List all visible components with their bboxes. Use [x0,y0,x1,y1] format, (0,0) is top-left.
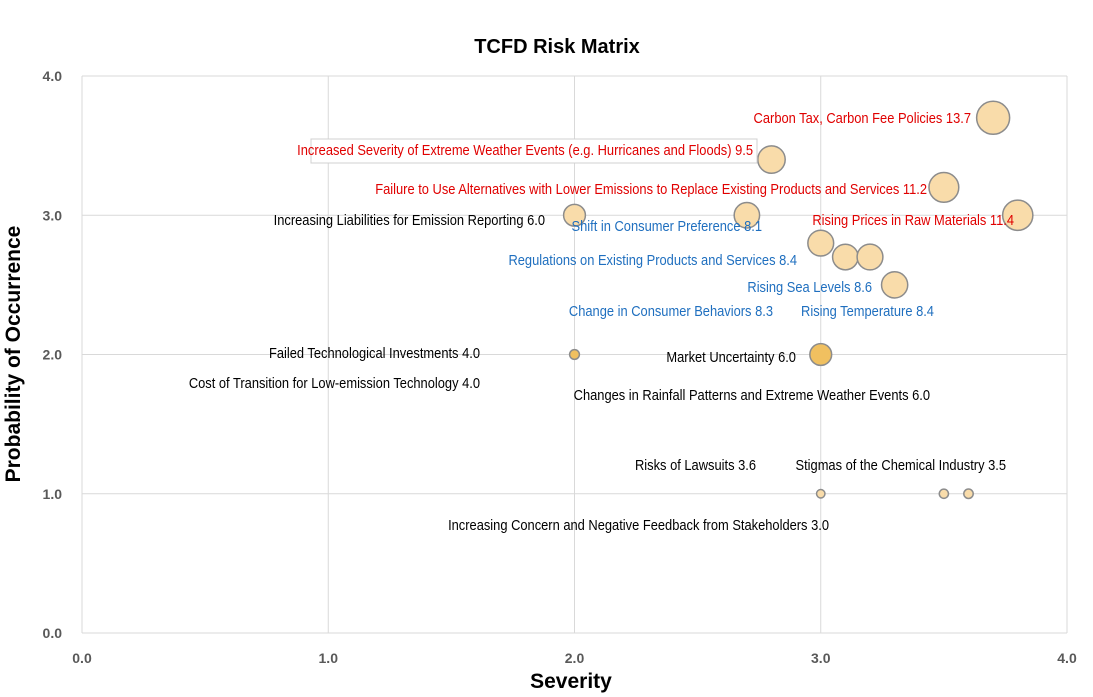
y-tick-label: 0.0 [43,625,63,641]
data-label: Risks of Lawsuits 3.6 [635,456,756,473]
data-label: Increasing Liabilities for Emission Repo… [274,211,546,228]
x-tick-label: 2.0 [565,650,585,666]
data-label: Stigmas of the Chemical Industry 3.5 [796,456,1007,473]
data-label: Changes in Rainfall Patterns and Extreme… [574,386,931,403]
x-tick-label: 3.0 [811,650,831,666]
chart-title: TCFD Risk Matrix [474,36,640,58]
bubble [938,488,950,500]
data-label: Shift in Consumer Preference 8.1 [572,217,763,234]
y-axis-title: Probability of Occurrence [2,226,25,483]
data-label: Increasing Concern and Negative Feedback… [448,516,829,533]
data-label: Market Uncertainty 6.0 [666,348,796,365]
x-tick-label: 1.0 [319,650,339,666]
bubble [568,348,581,361]
data-label: Regulations on Existing Products and Ser… [508,251,797,268]
y-axis-ticks: 0.0 1.0 2.0 3.0 4.0 [43,68,63,641]
bubble [856,243,884,271]
bubbles [562,100,1034,500]
data-label: Change in Consumer Behaviors 8.3 [569,302,773,319]
data-label: Rising Sea Levels 8.6 [747,278,872,295]
bubble [815,488,826,499]
bubble [928,171,960,204]
bubble [1001,199,1034,232]
bubble [562,203,587,227]
data-label: Rising Temperature 8.4 [801,302,934,319]
bubble [807,229,835,257]
bubble [831,243,859,271]
data-label-box [310,138,758,164]
bubble [963,488,974,500]
y-tick-label: 4.0 [43,68,63,84]
y-tick-label: 2.0 [43,347,63,363]
data-labels: Carbon Tax, Carbon Fee Policies 13.7Incr… [189,109,1014,533]
data-label: Carbon Tax, Carbon Fee Policies 13.7 [754,109,972,126]
x-axis-ticks: 0.0 1.0 2.0 3.0 4.0 [72,650,1077,666]
data-label: Rising Prices in Raw Materials 11.4 [812,211,1014,228]
y-tick-label: 3.0 [43,207,63,223]
x-tick-label: 4.0 [1057,650,1077,666]
bubble [975,100,1011,136]
bubble [880,271,909,299]
data-label: Cost of Transition for Low-emission Tech… [189,374,480,391]
data-label: Increased Severity of Extreme Weather Ev… [297,141,753,158]
bubble [809,342,833,367]
data-label: Failed Technological Investments 4.0 [269,344,480,361]
data-label: Failure to Use Alternatives with Lower E… [375,180,927,197]
bubble [733,201,761,229]
x-axis-title: Severity [530,670,612,693]
y-tick-label: 1.0 [43,486,63,502]
bubble [757,145,786,175]
x-tick-label: 0.0 [72,650,92,666]
